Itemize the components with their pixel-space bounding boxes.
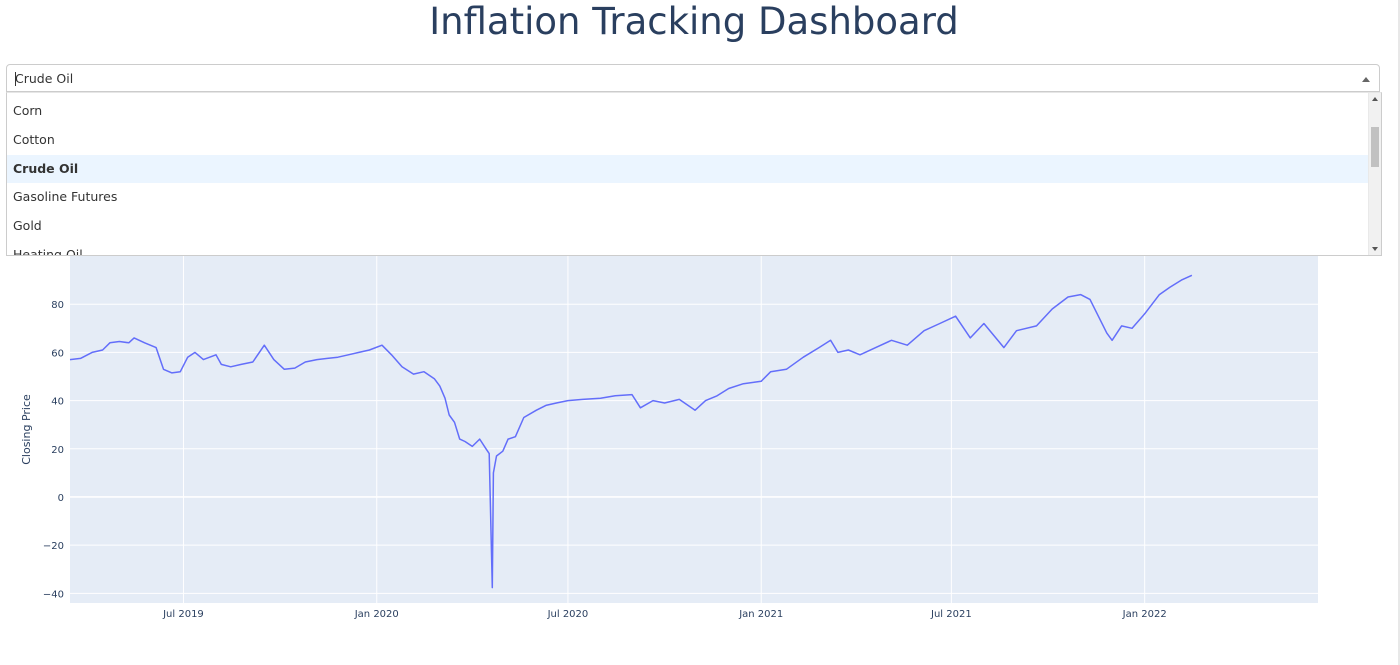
dropdown-option-crude-oil[interactable]: Crude Oil: [7, 154, 1370, 184]
scrollbar-thumb[interactable]: [1371, 127, 1379, 167]
dropdown-menu: Corn Cotton Crude Oil Gasoline Futures G…: [6, 92, 1382, 256]
y-axis-ticks: −40 −20 0 20 40 60 80: [43, 300, 64, 600]
x-tick-label: Jan 2022: [1122, 609, 1167, 620]
chevron-up-icon[interactable]: [1362, 77, 1370, 82]
text-cursor: [15, 72, 16, 86]
y-tick-label: 0: [58, 493, 64, 504]
dropdown-options: Corn Cotton Crude Oil Gasoline Futures G…: [7, 97, 1370, 256]
dropdown-option-gasoline-futures[interactable]: Gasoline Futures: [13, 189, 118, 205]
commodity-dropdown[interactable]: Crude Oil Corn Cotton Crude Oil Gasoline…: [6, 64, 1382, 256]
y-tick-label: 60: [51, 348, 64, 359]
series-line-crude-oil: [69, 274, 1193, 589]
x-axis-ticks: Jul 2019 Jan 2020 Jul 2020 Jan 2021 Jul 2021…: [162, 609, 1167, 620]
dropdown-selected-value: Crude Oil: [15, 71, 74, 86]
page-scrollbar[interactable]: [1398, 0, 1400, 665]
dropdown-option-cotton[interactable]: Cotton: [13, 131, 55, 147]
y-tick-label: 80: [51, 300, 64, 311]
dropdown-option-gold[interactable]: Gold: [13, 218, 42, 234]
x-tick-label: Jan 2020: [354, 609, 399, 620]
triangle-up-icon[interactable]: [1372, 97, 1378, 101]
y-tick-label: 20: [51, 445, 64, 456]
grid-lines: [70, 256, 1318, 603]
dropdown-control[interactable]: Crude Oil: [6, 64, 1380, 92]
y-tick-label: −20: [43, 541, 64, 552]
dropdown-option-corn[interactable]: Corn: [13, 103, 43, 118]
x-tick-label: Jul 2021: [930, 609, 972, 620]
x-tick-label: Jul 2019: [162, 609, 204, 620]
y-tick-label: 40: [51, 397, 64, 408]
x-tick-label: Jan 2021: [738, 609, 783, 620]
triangle-down-icon[interactable]: [1372, 247, 1378, 251]
series-layer: [69, 274, 1193, 589]
dropdown-scrollbar[interactable]: [1368, 93, 1381, 255]
x-tick-label: Jul 2020: [547, 609, 589, 620]
dropdown-option-heating-oil[interactable]: Heating Oil: [13, 246, 83, 256]
y-axis-label: Closing Price: [20, 394, 33, 465]
page-title: Inflation Tracking Dashboard: [429, 0, 959, 43]
y-tick-label: −40: [43, 589, 64, 600]
plot-area: [70, 256, 1318, 603]
